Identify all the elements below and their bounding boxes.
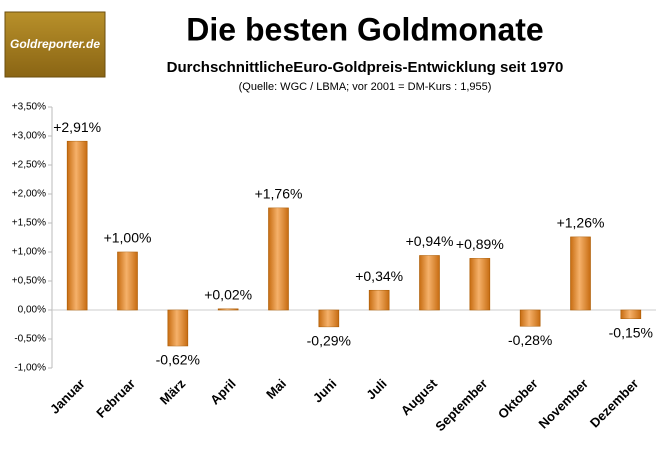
x-tick-label: Juni: [310, 376, 340, 406]
bar-shine: [318, 310, 339, 327]
bar-shine: [620, 310, 641, 319]
y-tick-label: +0,50%: [12, 276, 46, 287]
value-label: +0,94%: [406, 233, 454, 249]
y-tick-label: +2,50%: [12, 160, 46, 171]
bar-shine: [167, 310, 188, 346]
y-tick-label: 0,00%: [18, 305, 46, 316]
x-tick-label: September: [432, 376, 490, 434]
logo: Goldreporter.de: [10, 37, 100, 51]
y-tick-label: -0,50%: [14, 334, 46, 345]
x-tick-label: Februar: [93, 376, 138, 421]
x-tick-label: Mai: [263, 376, 289, 402]
x-tick-label: April: [207, 376, 239, 408]
bar-shine: [520, 310, 541, 327]
y-tick-label: +2,00%: [12, 189, 46, 200]
value-label: -0,62%: [156, 352, 200, 368]
value-label: +2,91%: [53, 119, 101, 135]
y-tick-label: +1,50%: [12, 218, 46, 229]
x-tick-label: November: [535, 376, 591, 432]
bar-shine: [67, 141, 88, 310]
bar-shine: [570, 236, 591, 310]
value-label: +0,02%: [204, 287, 252, 303]
x-tick-label: Dezember: [587, 376, 642, 431]
bar-shine: [268, 207, 289, 310]
bar-shine: [117, 252, 138, 310]
value-label: -0,29%: [307, 333, 351, 349]
bar-shine: [419, 255, 440, 310]
value-label: -0,15%: [609, 324, 653, 340]
value-label: +1,26%: [557, 215, 605, 231]
bar-shine: [218, 308, 239, 310]
x-tick-label: Januar: [47, 376, 88, 417]
x-tick-label: Juli: [363, 376, 389, 402]
bar-shine: [369, 290, 390, 310]
y-tick-label: +3,00%: [12, 131, 46, 142]
value-label: +0,34%: [355, 268, 403, 284]
x-tick-label: März: [157, 376, 189, 408]
chart-title: Die besten Goldmonate: [186, 11, 543, 47]
value-label: +1,00%: [104, 230, 152, 246]
value-label: +0,89%: [456, 236, 504, 252]
y-tick-label: +3,50%: [12, 102, 46, 113]
chart-source: (Quelle: WGC / LBMA; vor 2001 = DM-Kurs …: [239, 81, 492, 93]
logo-box: [4, 11, 106, 78]
chart-subtitle: DurchschnittlicheEuro-Goldpreis-Entwickl…: [167, 59, 564, 76]
y-tick-label: +1,00%: [12, 247, 46, 258]
value-label: -0,28%: [508, 332, 552, 348]
x-tick-label: August: [398, 375, 441, 418]
x-tick-label: Oktober: [495, 376, 541, 422]
bar-shine: [469, 258, 490, 310]
value-label: +1,76%: [255, 186, 303, 202]
y-tick-label: -1,00%: [14, 363, 46, 374]
